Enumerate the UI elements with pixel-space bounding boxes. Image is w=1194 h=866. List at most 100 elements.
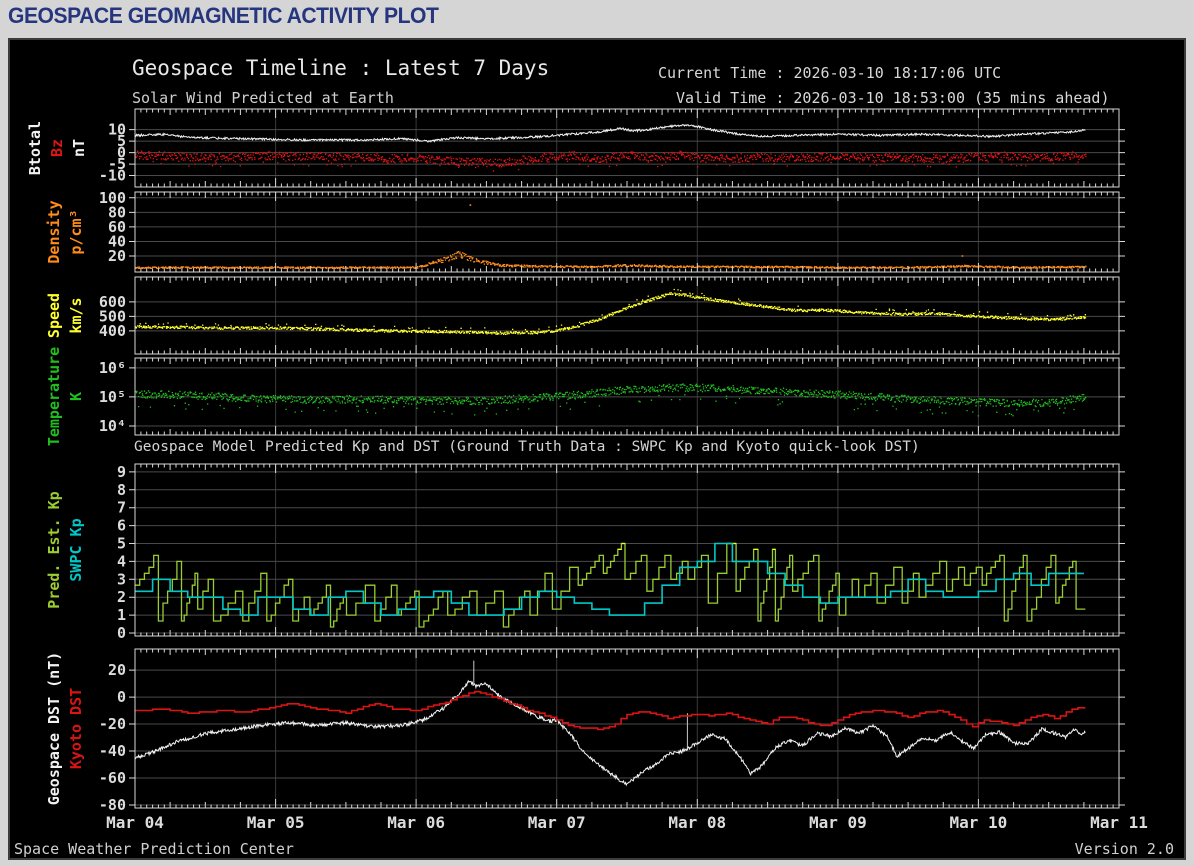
value-gridlines [135,129,1119,176]
day-gridlines [275,464,979,636]
xtick-date-label: Mar 06 [387,813,445,832]
ytick-label: -20 [99,715,126,733]
value-gridlines [135,669,1119,806]
value-gridlines [135,301,1119,332]
ytick-label: 0 [117,144,126,162]
day-gridlines [275,192,979,272]
ytick-label: -5 [108,155,126,173]
xtick-date-label: Mar 09 [809,813,867,832]
series-density [135,250,1087,270]
xtick-date-label: Mar 08 [668,813,726,832]
ytick-label: 20 [108,661,126,679]
panel-frame [134,276,1120,355]
xtick-date-label: Mar 04 [106,813,164,832]
axis-label-temperature-0: Temperature [45,347,63,446]
ytick-label: 4 [117,552,126,570]
day-gridlines [275,649,979,808]
hourly-tick-combs [134,192,1120,272]
plot-subtitle: Solar Wind Predicted at Earth [132,89,394,107]
ytick-label: 10 [108,121,126,139]
ytick-label: 9 [117,463,126,481]
series-kyoto-dst [135,690,1086,731]
axis-label-kp-0: Pred. Est. Kp [45,491,63,608]
hourly-tick-combs [134,277,1120,354]
ytick-label: -10 [99,167,126,185]
edge-ticks [129,197,1125,257]
series-swpc-kp [135,542,1084,616]
panel-temperature: 10⁶ 10⁵ 10⁴ Temperature K [45,347,1125,446]
plot-panel: Geospace Timeline : Latest 7 Days Curren… [8,38,1186,860]
panel-frame [134,463,1120,637]
ytick-label: 7 [117,499,126,517]
xtick-date-label: Mar 10 [950,813,1008,832]
footer-source: Space Weather Prediction Center [14,840,294,858]
day-gridlines [275,109,979,187]
ytick-label: 8 [117,481,126,499]
page-title: GEOSPACE GEOMAGNETIC ACTIVITY PLOT [8,3,439,28]
edge-ticks [129,301,1125,332]
ytick-label: 1 [117,606,126,624]
panel-frame [134,648,1120,809]
ytick-label: 80 [108,203,126,221]
xtick-date-label: Mar 07 [528,813,586,832]
ytick-label: 6 [117,517,126,535]
footer-version: Version 2.0 [1074,840,1174,858]
ytick-label: 0 [117,624,126,642]
series-geospace-dst [134,679,1086,787]
series-btotal [134,123,1086,143]
value-gridlines [135,197,1119,257]
ytick-label: 0 [117,688,126,706]
ytick-label: 600 [99,293,126,311]
ytick-label: 40 [108,233,126,251]
axis-label-speed-1: km/s [67,297,85,333]
ytick-label: -80 [99,796,126,814]
kp-dst-section-title: Geospace Model Predicted Kp and DST (Gro… [134,439,920,455]
current-time-label: Current Time : 2026-03-10 18:17:06 UTC [658,64,1002,82]
panel-frame [134,108,1120,188]
ytick-label: 10⁵ [99,388,126,406]
series-temperature [135,383,1087,417]
axis-label-density-0: Density [45,200,63,263]
series-speed [135,288,1087,336]
axis-label-imf-2: nT [70,139,88,157]
valid-time-label: Valid Time : 2026-03-10 18:53:00 (35 min… [676,89,1110,107]
panel-frame [134,191,1120,273]
edge-ticks [129,669,1125,806]
header-bar: GEOSPACE GEOMAGNETIC ACTIVITY PLOT [0,0,1194,36]
day-gridlines [275,277,979,354]
axis-label-density-1: p/cm³ [67,209,85,254]
axis-label-imf-0: Btotal [26,121,44,175]
ytick-label: 10⁴ [99,417,126,435]
ytick-label: 2 [117,588,126,606]
series-bz [135,150,1087,172]
ytick-label: 500 [99,307,126,325]
ytick-label: 5 [117,535,126,553]
panel-dst: 20 0 -20 -40 -60 -80 Geospace DST (nT) Kyoto DS… [45,648,1125,814]
axis-label-dst-0: Geospace DST (nT) [45,652,63,806]
value-gridlines [135,471,1119,634]
axis-label-imf-1: Bz [48,139,66,157]
ytick-label: 5 [117,132,126,150]
ytick-label: 10⁶ [99,359,126,377]
axis-label-dst-1: Kyoto DST [67,688,85,769]
edge-ticks [129,367,1125,427]
ytick-label: 60 [108,218,126,236]
ytick-label: 20 [108,247,126,265]
xtick-date-label: Mar 05 [247,813,305,832]
ytick-label: 3 [117,570,126,588]
pred-kp-overflow [617,542,776,551]
ytick-label: 400 [99,322,126,340]
plot-title: Geospace Timeline : Latest 7 Days [132,56,550,80]
ytick-label: 100 [99,189,126,207]
axis-label-temperature-1: K [67,392,85,401]
ytick-label: -60 [99,769,126,787]
xtick-date-label: Mar 11 [1090,813,1148,832]
edge-ticks [129,129,1125,176]
axis-label-speed-0: Speed [45,293,63,338]
axis-label-kp-1: SWPC Kp [67,518,85,581]
